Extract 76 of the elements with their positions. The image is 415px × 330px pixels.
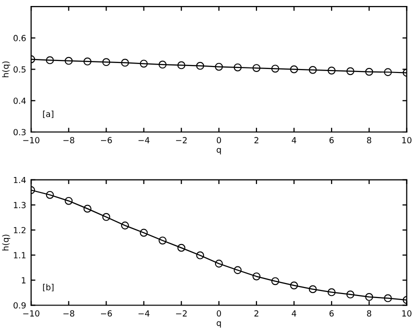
- x-tick-label: −8: [63, 137, 74, 144]
- annotation: [b]: [43, 284, 54, 292]
- point: [84, 204, 92, 213]
- point: [271, 64, 280, 73]
- point: [252, 272, 260, 280]
- point: [308, 66, 317, 74]
- point: [214, 62, 223, 71]
- x-tick-label: −4: [138, 310, 150, 316]
- point: [102, 213, 110, 221]
- x-tick-label: −2: [176, 310, 187, 316]
- y-tick-label: 1.4: [14, 176, 26, 184]
- x-tick-label: −6: [100, 137, 112, 144]
- x-axis-title: q: [216, 321, 221, 328]
- point: [214, 260, 223, 268]
- point: [346, 290, 354, 298]
- x-tick-label: 4: [292, 310, 296, 316]
- y-tick-label: 0.6: [14, 34, 26, 42]
- x-tick-label: 6: [330, 137, 334, 144]
- point: [365, 68, 374, 76]
- point: [365, 293, 374, 301]
- y-tick-label: 1.2: [14, 226, 26, 234]
- y-tick-label: 0.3: [14, 128, 26, 136]
- x-tick-label: −6: [100, 310, 112, 317]
- y-tick-label: 0.4: [14, 98, 26, 104]
- y-axis-title: h(q): [2, 61, 10, 78]
- x-tick-label: 10: [402, 137, 412, 144]
- y-tick-label: 1.1: [14, 252, 26, 258]
- point: [84, 58, 92, 66]
- x-tick-label: −8: [63, 310, 74, 317]
- point: [177, 244, 186, 252]
- x-axis-title: q: [216, 148, 221, 154]
- point: [290, 281, 298, 290]
- point: [252, 64, 260, 72]
- point: [384, 68, 392, 76]
- point: [234, 63, 242, 72]
- x-tick-label: 6: [330, 310, 334, 317]
- x-tick-label: −10: [23, 310, 40, 317]
- x-tick-label: 0: [216, 310, 222, 317]
- y-tick-label: 0.5: [14, 66, 26, 73]
- point: [46, 56, 54, 64]
- x-tick-label: 4: [292, 137, 296, 144]
- point: [102, 58, 110, 66]
- x-tick-label: 0: [216, 137, 222, 144]
- y-tick-label: 1.3: [14, 202, 26, 208]
- x-tick-label: 2: [254, 310, 258, 316]
- point: [308, 285, 317, 294]
- point: [158, 236, 167, 244]
- point: [196, 62, 204, 70]
- point: [346, 67, 354, 76]
- x-tick-label: −10: [23, 137, 40, 144]
- point: [234, 266, 242, 274]
- x-tick-label: −2: [176, 137, 187, 144]
- y-tick-label: 0.9: [14, 302, 26, 309]
- point: [290, 65, 298, 74]
- point: [158, 60, 167, 69]
- point: [140, 228, 148, 237]
- y-tick-label: 1: [22, 277, 26, 284]
- x-tick-label: 10: [402, 310, 412, 317]
- point: [384, 294, 392, 302]
- point: [121, 58, 129, 67]
- y-axis-title: h(q): [2, 234, 10, 250]
- point: [271, 277, 280, 286]
- x-tick-label: 2: [254, 137, 258, 144]
- point: [328, 288, 336, 296]
- point: [196, 251, 204, 260]
- point: [46, 190, 54, 199]
- x-tick-label: 8: [367, 137, 372, 144]
- point: [177, 61, 186, 70]
- point: [64, 56, 73, 65]
- point: [328, 66, 336, 75]
- point: [64, 196, 73, 205]
- x-tick-label: 8: [367, 310, 372, 317]
- x-tick-label: −4: [138, 137, 150, 144]
- point: [121, 222, 129, 230]
- annotation: [a]: [43, 110, 54, 118]
- point: [140, 60, 148, 68]
